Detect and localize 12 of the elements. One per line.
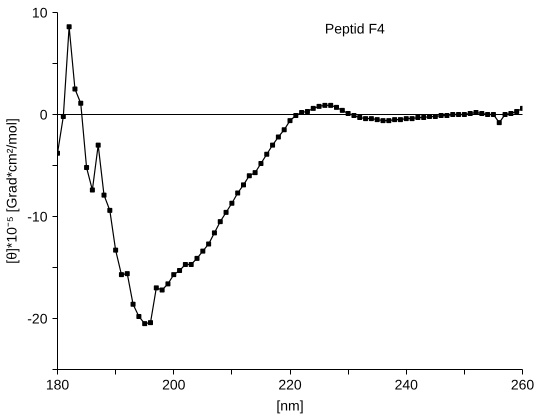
x-tick-label: 180 bbox=[46, 376, 70, 392]
y-axis-title: [θ]*10⁻⁵ [Grad*cm²/mol] bbox=[3, 118, 20, 264]
x-tick-label: 240 bbox=[394, 376, 418, 392]
y-tick-label: 10 bbox=[32, 4, 48, 20]
y-tick-label: -10 bbox=[27, 208, 48, 224]
text: Peptid F4 bbox=[324, 20, 386, 36]
y-tick-label: -20 bbox=[27, 310, 48, 326]
x-tick-label: 200 bbox=[162, 376, 186, 392]
x-axis-title: [nm] bbox=[276, 398, 304, 414]
y-tick-label: 0 bbox=[40, 106, 48, 122]
x-tick-label: 260 bbox=[510, 376, 534, 392]
x-tick-label: 220 bbox=[278, 376, 302, 392]
